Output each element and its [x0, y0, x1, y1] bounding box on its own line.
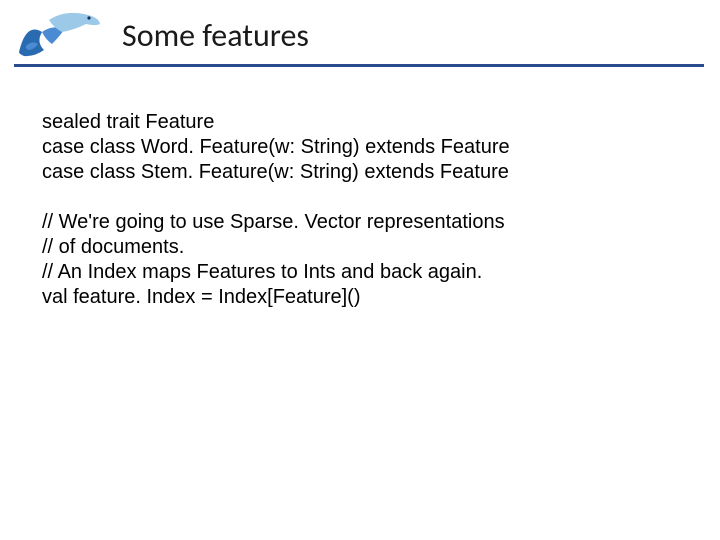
code-block: sealed trait Feature case class Word. Fe… — [42, 110, 510, 310]
slide-header: Some features — [0, 0, 720, 70]
code-line: sealed trait Feature — [42, 111, 214, 133]
slide: Some features sealed trait Feature case … — [0, 0, 720, 540]
code-line: // of documents. — [42, 236, 184, 258]
code-line: case class Word. Feature(w: String) exte… — [42, 136, 510, 158]
scala-nlp-logo — [14, 2, 104, 62]
code-line: // An Index maps Features to Ints and ba… — [42, 261, 482, 283]
slide-title: Some features — [122, 16, 309, 55]
code-line: case class Stem. Feature(w: String) exte… — [42, 161, 509, 183]
code-line: val feature. Index = Index[Feature]() — [42, 286, 361, 308]
wave-weasel-icon — [14, 2, 104, 62]
title-underline — [14, 64, 704, 67]
code-line: // We're going to use Sparse. Vector rep… — [42, 211, 505, 233]
